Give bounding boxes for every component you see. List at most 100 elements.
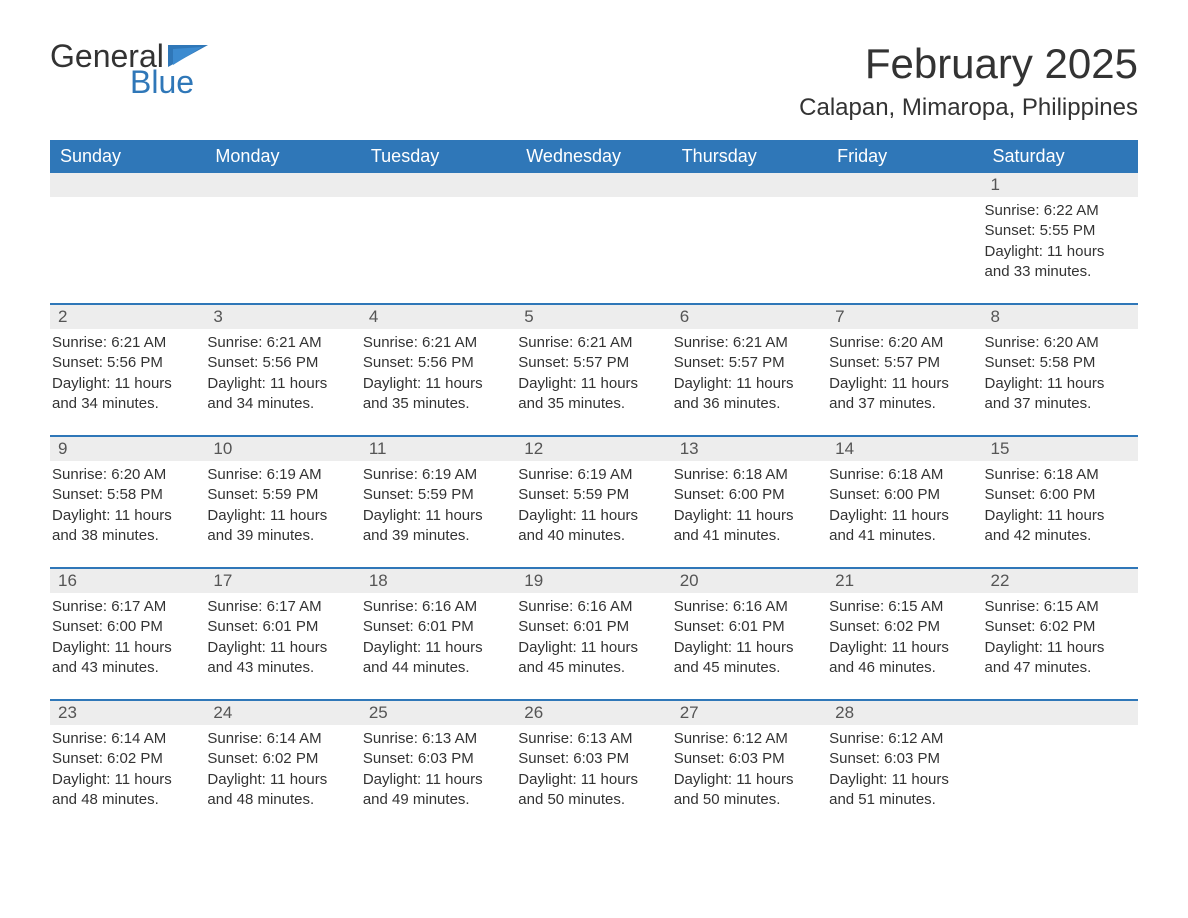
daylight-line: Daylight: 11 hours and 45 minutes. xyxy=(674,638,819,679)
day-content: Sunrise: 6:16 AMSunset: 6:01 PMDaylight:… xyxy=(361,593,516,678)
sunrise-line: Sunrise: 6:17 AM xyxy=(52,597,197,617)
daylight-line: Daylight: 11 hours and 33 minutes. xyxy=(985,242,1130,283)
daylight-line: Daylight: 11 hours and 35 minutes. xyxy=(518,374,663,415)
header: General Blue February 2025 Calapan, Mima… xyxy=(50,40,1138,122)
day-content: Sunrise: 6:12 AMSunset: 6:03 PMDaylight:… xyxy=(827,725,982,810)
day-cell: 9Sunrise: 6:20 AMSunset: 5:58 PMDaylight… xyxy=(50,437,205,547)
daylight-line: Daylight: 11 hours and 38 minutes. xyxy=(52,506,197,547)
day-number: 18 xyxy=(361,569,516,593)
sunset-line: Sunset: 6:02 PM xyxy=(985,617,1130,637)
day-cell xyxy=(827,173,982,283)
empty-day-header xyxy=(983,701,1138,725)
day-number: 17 xyxy=(205,569,360,593)
day-cell xyxy=(983,701,1138,811)
daylight-line: Daylight: 11 hours and 40 minutes. xyxy=(518,506,663,547)
sunrise-line: Sunrise: 6:18 AM xyxy=(829,465,974,485)
day-number: 8 xyxy=(983,305,1138,329)
day-content: Sunrise: 6:14 AMSunset: 6:02 PMDaylight:… xyxy=(205,725,360,810)
day-content: Sunrise: 6:16 AMSunset: 6:01 PMDaylight:… xyxy=(672,593,827,678)
sunrise-line: Sunrise: 6:12 AM xyxy=(674,729,819,749)
day-cell: 8Sunrise: 6:20 AMSunset: 5:58 PMDaylight… xyxy=(983,305,1138,415)
day-number: 19 xyxy=(516,569,671,593)
sunrise-line: Sunrise: 6:14 AM xyxy=(207,729,352,749)
daylight-line: Daylight: 11 hours and 39 minutes. xyxy=(207,506,352,547)
day-content: Sunrise: 6:22 AMSunset: 5:55 PMDaylight:… xyxy=(983,197,1138,282)
daylight-line: Daylight: 11 hours and 37 minutes. xyxy=(829,374,974,415)
weekday-header-cell: Tuesday xyxy=(361,140,516,173)
day-number: 3 xyxy=(205,305,360,329)
day-content: Sunrise: 6:16 AMSunset: 6:01 PMDaylight:… xyxy=(516,593,671,678)
day-number: 21 xyxy=(827,569,982,593)
day-content: Sunrise: 6:19 AMSunset: 5:59 PMDaylight:… xyxy=(516,461,671,546)
sunset-line: Sunset: 6:02 PM xyxy=(207,749,352,769)
day-content: Sunrise: 6:18 AMSunset: 6:00 PMDaylight:… xyxy=(827,461,982,546)
day-number: 14 xyxy=(827,437,982,461)
day-cell: 24Sunrise: 6:14 AMSunset: 6:02 PMDayligh… xyxy=(205,701,360,811)
empty-day-header xyxy=(672,173,827,197)
sunrise-line: Sunrise: 6:13 AM xyxy=(363,729,508,749)
daylight-line: Daylight: 11 hours and 34 minutes. xyxy=(207,374,352,415)
day-number: 16 xyxy=(50,569,205,593)
day-cell: 27Sunrise: 6:12 AMSunset: 6:03 PMDayligh… xyxy=(672,701,827,811)
daylight-line: Daylight: 11 hours and 50 minutes. xyxy=(518,770,663,811)
sunset-line: Sunset: 6:00 PM xyxy=(829,485,974,505)
daylight-line: Daylight: 11 hours and 35 minutes. xyxy=(363,374,508,415)
week-row: 9Sunrise: 6:20 AMSunset: 5:58 PMDaylight… xyxy=(50,435,1138,547)
day-content: Sunrise: 6:18 AMSunset: 6:00 PMDaylight:… xyxy=(983,461,1138,546)
empty-day-header xyxy=(205,173,360,197)
day-number: 23 xyxy=(50,701,205,725)
sunset-line: Sunset: 5:55 PM xyxy=(985,221,1130,241)
day-cell: 20Sunrise: 6:16 AMSunset: 6:01 PMDayligh… xyxy=(672,569,827,679)
day-cell: 19Sunrise: 6:16 AMSunset: 6:01 PMDayligh… xyxy=(516,569,671,679)
day-number: 13 xyxy=(672,437,827,461)
daylight-line: Daylight: 11 hours and 37 minutes. xyxy=(985,374,1130,415)
sunset-line: Sunset: 6:03 PM xyxy=(363,749,508,769)
daylight-line: Daylight: 11 hours and 34 minutes. xyxy=(52,374,197,415)
sunset-line: Sunset: 6:00 PM xyxy=(52,617,197,637)
empty-day-header xyxy=(827,173,982,197)
sunrise-line: Sunrise: 6:21 AM xyxy=(207,333,352,353)
day-content: Sunrise: 6:17 AMSunset: 6:01 PMDaylight:… xyxy=(205,593,360,678)
day-cell: 13Sunrise: 6:18 AMSunset: 6:00 PMDayligh… xyxy=(672,437,827,547)
day-cell: 1Sunrise: 6:22 AMSunset: 5:55 PMDaylight… xyxy=(983,173,1138,283)
sunrise-line: Sunrise: 6:20 AM xyxy=(52,465,197,485)
daylight-line: Daylight: 11 hours and 43 minutes. xyxy=(52,638,197,679)
daylight-line: Daylight: 11 hours and 43 minutes. xyxy=(207,638,352,679)
day-content: Sunrise: 6:18 AMSunset: 6:00 PMDaylight:… xyxy=(672,461,827,546)
logo: General Blue xyxy=(50,40,208,98)
daylight-line: Daylight: 11 hours and 46 minutes. xyxy=(829,638,974,679)
sunset-line: Sunset: 5:59 PM xyxy=(363,485,508,505)
daylight-line: Daylight: 11 hours and 51 minutes. xyxy=(829,770,974,811)
sunrise-line: Sunrise: 6:21 AM xyxy=(52,333,197,353)
weekday-header-cell: Wednesday xyxy=(516,140,671,173)
daylight-line: Daylight: 11 hours and 36 minutes. xyxy=(674,374,819,415)
calendar: SundayMondayTuesdayWednesdayThursdayFrid… xyxy=(50,140,1138,811)
day-content: Sunrise: 6:20 AMSunset: 5:57 PMDaylight:… xyxy=(827,329,982,414)
day-content: Sunrise: 6:15 AMSunset: 6:02 PMDaylight:… xyxy=(983,593,1138,678)
sunrise-line: Sunrise: 6:16 AM xyxy=(674,597,819,617)
sunrise-line: Sunrise: 6:18 AM xyxy=(674,465,819,485)
day-content: Sunrise: 6:19 AMSunset: 5:59 PMDaylight:… xyxy=(205,461,360,546)
weekday-header-cell: Monday xyxy=(205,140,360,173)
day-number: 6 xyxy=(672,305,827,329)
sunset-line: Sunset: 5:56 PM xyxy=(363,353,508,373)
week-row: 23Sunrise: 6:14 AMSunset: 6:02 PMDayligh… xyxy=(50,699,1138,811)
day-cell: 17Sunrise: 6:17 AMSunset: 6:01 PMDayligh… xyxy=(205,569,360,679)
day-number: 25 xyxy=(361,701,516,725)
weekday-header-cell: Friday xyxy=(827,140,982,173)
sunset-line: Sunset: 5:57 PM xyxy=(518,353,663,373)
day-content: Sunrise: 6:20 AMSunset: 5:58 PMDaylight:… xyxy=(50,461,205,546)
day-content: Sunrise: 6:19 AMSunset: 5:59 PMDaylight:… xyxy=(361,461,516,546)
day-cell: 14Sunrise: 6:18 AMSunset: 6:00 PMDayligh… xyxy=(827,437,982,547)
day-content: Sunrise: 6:15 AMSunset: 6:02 PMDaylight:… xyxy=(827,593,982,678)
day-cell: 10Sunrise: 6:19 AMSunset: 5:59 PMDayligh… xyxy=(205,437,360,547)
day-number: 10 xyxy=(205,437,360,461)
sunset-line: Sunset: 6:01 PM xyxy=(363,617,508,637)
sunset-line: Sunset: 6:03 PM xyxy=(518,749,663,769)
sunrise-line: Sunrise: 6:21 AM xyxy=(674,333,819,353)
day-cell: 4Sunrise: 6:21 AMSunset: 5:56 PMDaylight… xyxy=(361,305,516,415)
week-row: 2Sunrise: 6:21 AMSunset: 5:56 PMDaylight… xyxy=(50,303,1138,415)
sunrise-line: Sunrise: 6:19 AM xyxy=(207,465,352,485)
weekday-header-cell: Saturday xyxy=(983,140,1138,173)
day-cell: 12Sunrise: 6:19 AMSunset: 5:59 PMDayligh… xyxy=(516,437,671,547)
